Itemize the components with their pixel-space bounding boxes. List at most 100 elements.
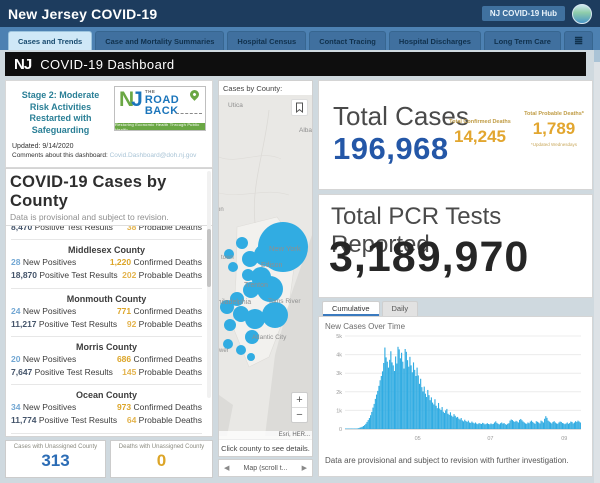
bar — [545, 416, 547, 429]
bar — [442, 411, 444, 429]
county-bubble[interactable] — [243, 282, 259, 298]
pager-next-icon[interactable]: ▶ — [301, 465, 307, 472]
page-scrollbar-thumb[interactable] — [594, 50, 600, 62]
boundary-lines — [219, 155, 290, 196]
county-bubble[interactable] — [245, 309, 265, 329]
y-axis-tick: 5k — [336, 334, 342, 340]
city-label: Trenton — [244, 282, 268, 289]
county-stat-line: 18,870 Positive Test Results 202 Probable… — [11, 270, 202, 281]
bar — [553, 421, 555, 429]
bar — [428, 395, 430, 429]
county-name: Ocean County — [75, 390, 137, 401]
zoom-in-button[interactable]: + — [296, 394, 303, 406]
county-bubble[interactable] — [220, 300, 234, 314]
bar — [378, 385, 380, 429]
nj-health-logo-icon — [572, 3, 592, 24]
county-bubble[interactable] — [233, 306, 249, 322]
bar — [349, 428, 351, 429]
tab-hospital-discharges[interactable]: Hospital Discharges — [388, 31, 481, 50]
bar — [446, 408, 448, 429]
county-bubble[interactable] — [230, 292, 244, 306]
bookmark-button[interactable] — [291, 99, 308, 116]
pcr-tests-value: 3,189,970 — [329, 233, 530, 281]
county-stat-line: 24 New Positives 771 Confirmed Deaths — [11, 305, 202, 316]
bar — [452, 416, 454, 429]
total-cases-value: 196,968 — [333, 131, 449, 166]
stage-banner-card: Stage 2: Moderate Risk Activities Restar… — [5, 80, 213, 168]
confirmed-deaths-value: 14,245 — [454, 127, 506, 146]
road-back-back: BACK — [144, 104, 179, 117]
dashboard-title: COVID-19 Dashboard — [40, 56, 175, 72]
bar — [423, 386, 425, 429]
bay-shape — [219, 395, 233, 436]
tab-list-icon[interactable]: ≣ — [563, 31, 594, 50]
bar — [555, 423, 558, 429]
bar — [522, 421, 524, 429]
bar — [485, 423, 487, 429]
bar — [396, 363, 398, 429]
county-list[interactable]: 8,470 Positive Test Results 38 Probable D… — [6, 225, 212, 436]
tab-cumulative[interactable]: Cumulative — [322, 301, 380, 316]
county-bubble[interactable] — [236, 237, 248, 249]
tab-long-term-care[interactable]: Long Term Care — [483, 31, 561, 50]
bar — [519, 419, 521, 429]
bar — [578, 421, 580, 429]
county-bubble[interactable] — [262, 302, 288, 328]
bar — [464, 419, 466, 429]
county-bubble[interactable] — [247, 353, 255, 361]
tab-cases-and-trends[interactable]: Cases and Trends — [8, 31, 93, 50]
county-scrollbar-thumb[interactable] — [207, 229, 211, 287]
county-bubble[interactable] — [242, 269, 254, 281]
bar — [443, 413, 446, 429]
bar — [373, 403, 375, 429]
pager-prev-icon[interactable]: ◀ — [224, 465, 230, 472]
tab-hospital-census[interactable]: Hospital Census — [227, 31, 307, 50]
bar — [439, 408, 441, 429]
bar — [505, 424, 508, 429]
y-axis-tick: 3k — [336, 371, 342, 377]
bar — [411, 372, 413, 429]
hub-link-button[interactable]: NJ COVID-19 Hub — [481, 6, 565, 21]
bar — [510, 419, 512, 429]
bar — [566, 422, 568, 429]
city-label: n town — [219, 255, 234, 261]
bar — [502, 423, 504, 429]
bar — [521, 420, 523, 429]
bar — [572, 423, 574, 429]
tab-contact-tracing[interactable]: Contact Tracing — [309, 31, 386, 50]
bar — [486, 423, 488, 429]
x-axis-tick: 09 — [561, 436, 567, 442]
county-bubble[interactable] — [228, 262, 238, 272]
probable-deaths-stat: Total Probable Deaths* 1,789 *Updated We… — [517, 111, 591, 147]
bar — [466, 421, 468, 429]
county-bubble[interactable] — [245, 330, 259, 344]
nj-logo-icon: NJ — [14, 55, 32, 73]
map-zoom-control: + − — [291, 392, 308, 423]
dashed-road-icon — [176, 113, 202, 114]
bar — [441, 407, 443, 429]
confirmed-deaths-label: Total Confirmed Deaths — [449, 119, 511, 125]
chart-tab-bar: Cumulative Daily — [322, 301, 419, 316]
top-header-right: NJ COVID-19 Hub — [481, 3, 592, 24]
county-bubble[interactable] — [224, 319, 236, 331]
road-back-tagline: Restoring Economic Health Through Public… — [115, 122, 205, 130]
bar — [389, 359, 391, 429]
comments-email-link[interactable]: Covid.Dashboard@doh.nj.gov — [109, 151, 197, 159]
bar — [569, 423, 571, 429]
bar — [412, 362, 415, 429]
zoom-out-button[interactable]: − — [292, 407, 307, 422]
page-scrollbar-track[interactable] — [594, 50, 600, 483]
county-bubble[interactable] — [236, 345, 246, 355]
tab-daily[interactable]: Daily — [381, 301, 419, 316]
bar — [381, 371, 384, 429]
county-bubble[interactable] — [254, 244, 276, 266]
tab-case-and-mortality-summaries[interactable]: Case and Mortality Summaries — [95, 31, 225, 50]
county-bubble[interactable] — [242, 251, 258, 267]
county-bubble[interactable] — [257, 276, 283, 302]
bar — [379, 380, 381, 429]
county-bubble[interactable] — [223, 339, 233, 349]
county-bubble[interactable] — [224, 249, 234, 259]
bar — [365, 423, 367, 429]
bar — [474, 422, 477, 429]
